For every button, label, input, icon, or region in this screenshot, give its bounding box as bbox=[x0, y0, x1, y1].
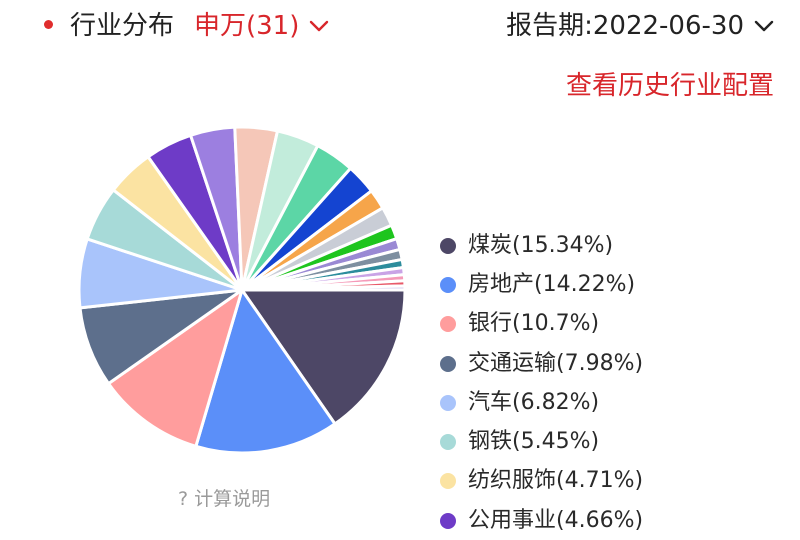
legend-swatch bbox=[440, 473, 456, 490]
section-title: 行业分布 bbox=[70, 11, 175, 41]
legend-label: 汽车(6.82%) bbox=[468, 389, 600, 415]
legend-label: 钢铁(5.45%) bbox=[468, 429, 600, 455]
legend-label: 银行(10.7%) bbox=[468, 311, 600, 337]
industry-classification-label: 申万(31) bbox=[194, 11, 300, 41]
legend-label: 纺织服饰(4.71%) bbox=[468, 468, 644, 494]
legend-label: 公用事业(4.66%) bbox=[468, 507, 644, 533]
legend-item[interactable]: 房地产(14.22%) bbox=[440, 265, 800, 304]
report-period-dropdown[interactable]: 报告期:2022-06-30 bbox=[506, 8, 774, 44]
legend-item[interactable]: 纺织服饰(4.71%) bbox=[440, 462, 800, 501]
legend-item[interactable]: 交通运输(7.98%) bbox=[440, 344, 800, 383]
industry-pie-chart bbox=[77, 125, 407, 455]
industry-classification-dropdown[interactable]: 申万(31) bbox=[194, 8, 329, 44]
legend-swatch bbox=[440, 512, 456, 529]
legend-label: 煤炭(15.34%) bbox=[468, 232, 614, 258]
title-dot bbox=[44, 20, 53, 29]
pie-slice-23[interactable] bbox=[240, 284, 407, 292]
legend-item[interactable]: 汽车(6.82%) bbox=[440, 383, 800, 422]
legend-swatch bbox=[440, 316, 456, 333]
legend-item[interactable]: 公用事业(4.66%) bbox=[440, 501, 800, 540]
chart-legend: 煤炭(15.34%) 房地产(14.22%) 银行(10.7%) 交通运输(7.98%… bbox=[440, 226, 800, 540]
chevron-down-icon bbox=[754, 20, 774, 32]
legend-item[interactable]: 煤炭(15.34%) bbox=[440, 226, 800, 265]
legend-swatch bbox=[440, 434, 456, 451]
pie-slice-3[interactable] bbox=[107, 288, 244, 448]
header: 行业分布 申万(31) 报告期:2022-06-30 bbox=[0, 0, 800, 56]
legend-label: 交通运输(7.98%) bbox=[468, 350, 644, 376]
pie-slice-1[interactable] bbox=[240, 288, 407, 426]
legend-swatch bbox=[440, 394, 456, 411]
calculation-note-link[interactable]: ? 计算说明 bbox=[178, 488, 271, 510]
chevron-down-icon bbox=[310, 20, 329, 32]
legend-item[interactable]: 银行(10.7%) bbox=[440, 305, 800, 344]
history-industry-config-link[interactable]: 查看历史行业配置 bbox=[565, 71, 774, 101]
legend-swatch bbox=[440, 276, 456, 293]
legend-swatch bbox=[440, 237, 456, 254]
report-period-label: 报告期:2022-06-30 bbox=[506, 11, 744, 41]
legend-label: 房地产(14.22%) bbox=[468, 271, 636, 297]
legend-swatch bbox=[440, 355, 456, 372]
legend-item[interactable]: 钢铁(5.45%) bbox=[440, 422, 800, 461]
